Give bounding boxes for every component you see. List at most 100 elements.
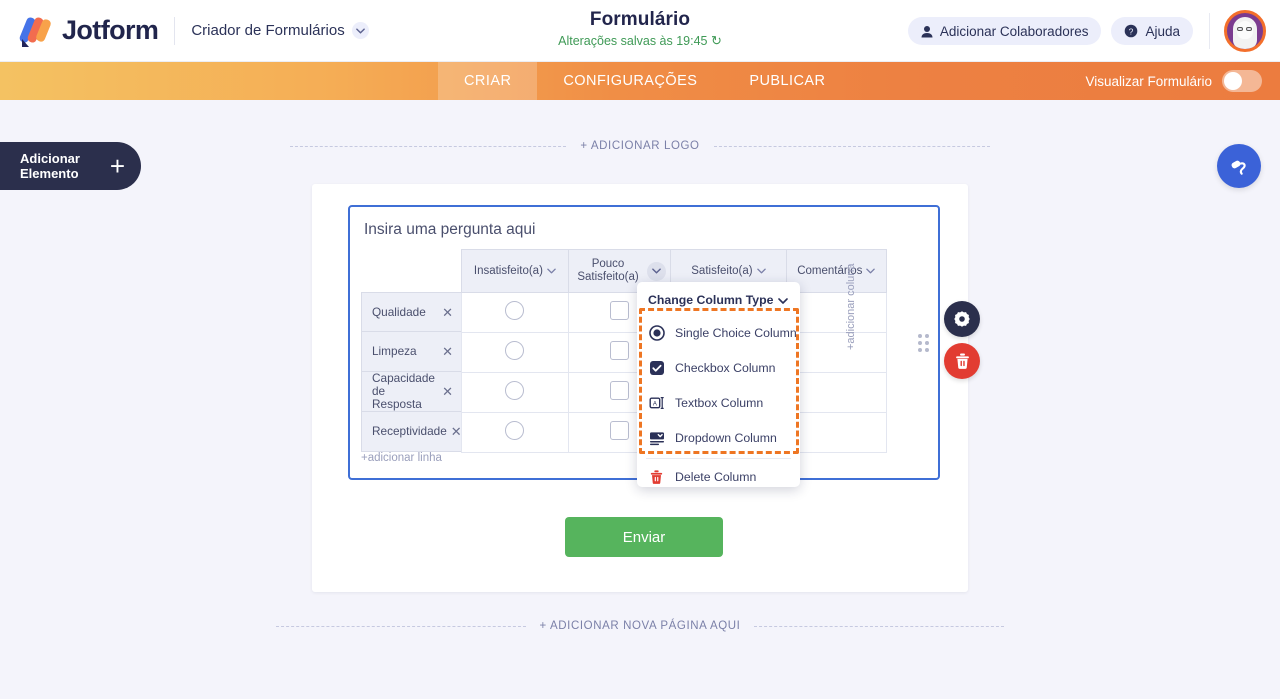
delete-question-button[interactable] [944, 343, 980, 379]
menu-item-label: Textbox Column [675, 395, 764, 410]
menu-item-label: Checkbox Column [675, 360, 776, 375]
menu-divider [646, 458, 791, 459]
matrix-cell[interactable] [785, 292, 888, 333]
menu-item-delete-column[interactable]: Delete Column [637, 459, 800, 494]
header-divider [174, 16, 176, 45]
tab-criar[interactable]: CRIAR [438, 62, 538, 100]
checkbox-icon[interactable] [610, 300, 630, 320]
checkbox-icon[interactable] [610, 420, 630, 440]
row-label: Qualidade [372, 304, 426, 319]
question-settings-button[interactable] [944, 301, 980, 337]
radio-filled-icon [648, 324, 665, 341]
refresh-icon[interactable]: ↻ [710, 33, 722, 48]
chevron-down-icon[interactable] [647, 261, 667, 281]
menu-item-label: Delete Column [675, 469, 757, 484]
jotform-logo-icon [18, 15, 52, 47]
help-button[interactable]: ? Ajuda [1111, 17, 1193, 45]
table-row-header[interactable]: Capacidade de Resposta ✕ [361, 372, 462, 412]
remove-row-icon[interactable]: ✕ [442, 384, 453, 399]
menu-item-textbox-column[interactable]: A Textbox Column [637, 385, 800, 420]
table-row-header[interactable]: Limpeza ✕ [361, 332, 462, 372]
menu-item-dropdown-column[interactable]: Dropdown Column [637, 420, 800, 455]
matrix-cell[interactable] [461, 332, 569, 373]
add-page-label[interactable]: + ADICIONAR NOVA PÁGINA AQUI [539, 620, 741, 632]
brand-name: Jotform [62, 15, 159, 45]
submit-button[interactable]: Enviar [565, 517, 723, 557]
column-header-insatisfeito[interactable]: Insatisfeito(a) [461, 249, 569, 293]
add-row-button[interactable]: +adicionar linha [361, 452, 442, 464]
chevron-down-icon[interactable] [351, 22, 369, 39]
chevron-down-icon[interactable] [756, 265, 766, 278]
column-label: Insatisfeito(a) [473, 264, 543, 277]
chevron-down-icon[interactable] [866, 265, 876, 278]
checkbox-checked-icon [648, 359, 665, 376]
dropdown-icon [648, 429, 665, 446]
tab-publicar[interactable]: PUBLICAR [749, 73, 826, 89]
add-element-line1: Adicionar [20, 151, 80, 166]
add-logo-row: + ADICIONAR LOGO [0, 140, 1280, 152]
radio-icon[interactable] [505, 420, 525, 440]
row-label: Capacidade de Resposta [372, 371, 435, 411]
table-row-header[interactable]: Receptividade ✕ [361, 412, 462, 452]
add-element-button[interactable]: Adicionar Elemento + [0, 142, 141, 190]
gear-icon [954, 311, 970, 327]
help-label: Ajuda [1145, 23, 1180, 39]
menu-item-single-choice-column[interactable]: Single Choice Column [637, 315, 800, 350]
matrix-cell[interactable] [785, 412, 888, 453]
trash-icon [648, 468, 665, 485]
menu-title: Change Column Type [648, 293, 774, 307]
add-logo-label[interactable]: + ADICIONAR LOGO [580, 140, 700, 152]
brand-logo[interactable]: Jotform [18, 15, 159, 47]
chevron-down-icon[interactable] [547, 265, 556, 278]
table-row-header[interactable]: Qualidade ✕ [361, 292, 462, 332]
radio-icon[interactable] [505, 340, 525, 360]
paint-roller-icon [1231, 160, 1246, 175]
person-icon [921, 25, 933, 37]
column-label: Pouco Satisfeito(a) [577, 258, 639, 283]
add-page-row: + ADICIONAR NOVA PÁGINA AQUI [0, 620, 1280, 632]
chevron-down-icon[interactable] [778, 293, 788, 307]
matrix-cell[interactable] [461, 372, 569, 413]
column-label: Comentários [797, 264, 863, 277]
remove-row-icon[interactable]: ✕ [442, 304, 453, 320]
header-actions: Adicionar Colaboradores ? Ajuda [907, 0, 1280, 62]
svg-text:?: ? [1129, 26, 1134, 36]
remove-row-icon[interactable]: ✕ [450, 424, 462, 439]
radio-icon[interactable] [505, 380, 525, 400]
menu-item-checkbox-column[interactable]: Checkbox Column [637, 350, 800, 385]
top-header-bar: Jotform Criador de Formulários Formulári… [0, 0, 1280, 62]
drag-handle-icon[interactable] [918, 334, 932, 354]
add-column-button[interactable]: +adicionar coluna [845, 263, 857, 351]
add-element-line2: Elemento [20, 166, 79, 181]
save-status-text: Alterações salvas às 19:45 [558, 34, 708, 48]
add-collaborators-button[interactable]: Adicionar Colaboradores [907, 17, 1102, 45]
radio-icon[interactable] [505, 300, 525, 320]
preview-toggle[interactable] [1222, 70, 1262, 92]
checkbox-icon[interactable] [610, 380, 630, 400]
matrix-cell[interactable] [461, 412, 569, 453]
question-mark-icon: ? [1125, 24, 1138, 38]
menu-title-row[interactable]: Change Column Type [637, 285, 800, 315]
matrix-cell[interactable] [461, 292, 569, 333]
matrix-cell[interactable] [785, 332, 888, 373]
form-designer-button[interactable] [1217, 144, 1261, 188]
change-column-type-menu[interactable]: Change Column Type Single Choice Column … [637, 282, 800, 487]
main-nav-bar: CRIAR CONFIGURAÇÕES PUBLICAR Visualizar … [0, 62, 1280, 100]
column-header-comentarios[interactable]: Comentários [785, 249, 888, 293]
preview-control: Visualizar Formulário [1085, 62, 1262, 100]
column-label: Satisfeito(a) [691, 264, 753, 277]
avatar[interactable] [1224, 10, 1266, 52]
question-title[interactable]: Insira uma pergunta aqui [364, 221, 536, 238]
textbox-icon: A [648, 394, 665, 411]
remove-row-icon[interactable]: ✕ [442, 344, 453, 359]
breadcrumb-label: Criador de Formulários [191, 22, 345, 39]
checkbox-icon[interactable] [610, 340, 630, 360]
tab-configuracoes[interactable]: CONFIGURAÇÕES [563, 73, 698, 89]
row-label: Receptividade [372, 424, 447, 438]
row-label: Limpeza [372, 344, 417, 358]
matrix-cell[interactable] [785, 372, 888, 413]
nav-tabs: CRIAR CONFIGURAÇÕES PUBLICAR [438, 62, 851, 100]
menu-item-label: Dropdown Column [675, 430, 777, 445]
add-collaborators-label: Adicionar Colaboradores [939, 23, 1089, 39]
breadcrumb[interactable]: Criador de Formulários [191, 22, 369, 39]
